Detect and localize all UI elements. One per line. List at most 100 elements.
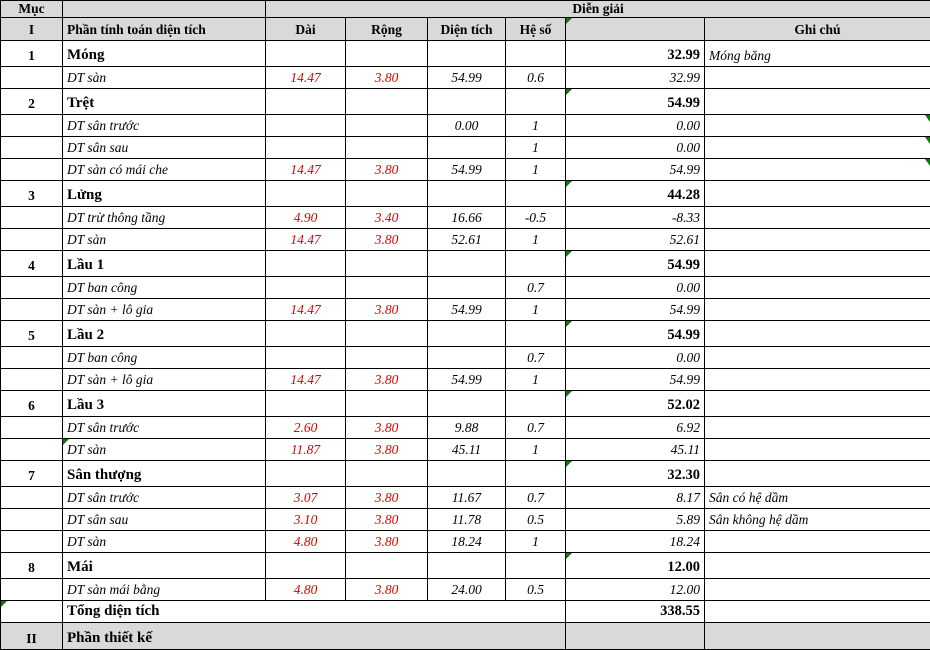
cell-he-so[interactable] (506, 461, 566, 487)
cell-he-so[interactable]: 1 (506, 299, 566, 321)
cell-dai[interactable]: 14.47 (266, 369, 346, 391)
cell-item-label[interactable]: Lửng (63, 181, 266, 207)
cell-dai[interactable]: 4.80 (266, 579, 346, 601)
cell-value[interactable]: 0.00 (566, 347, 705, 369)
cell-he-so[interactable]: 1 (506, 137, 566, 159)
cell-ghi-chu[interactable] (705, 229, 930, 251)
cell-he-so[interactable]: 0.7 (506, 277, 566, 299)
cell-dai[interactable] (266, 89, 346, 115)
cell-ghi-chu[interactable] (705, 579, 930, 601)
cell-he-so[interactable]: 1 (506, 159, 566, 181)
header-ghi-chu[interactable]: Ghi chú (705, 18, 930, 41)
cell-ghi-chu[interactable] (705, 417, 930, 439)
cell-he-so[interactable]: 1 (506, 439, 566, 461)
cell-ghi-chu[interactable] (705, 277, 930, 299)
cell-muc[interactable] (1, 137, 63, 159)
cell-value[interactable]: 0.00 (566, 277, 705, 299)
cell-dai[interactable] (266, 41, 346, 67)
cell-he-so[interactable] (506, 553, 566, 579)
cell-dai[interactable] (266, 137, 346, 159)
cell-value[interactable]: 54.99 (566, 251, 705, 277)
cell-item-label[interactable]: Sân thượng (63, 461, 266, 487)
cell-value[interactable]: 52.61 (566, 229, 705, 251)
cell-item-label[interactable]: DT sàn mái bằng (63, 579, 266, 601)
cell-value[interactable]: 338.55 (566, 601, 705, 623)
cell-ghi-chu[interactable] (705, 159, 930, 181)
cell-muc[interactable]: 7 (1, 461, 63, 487)
cell-muc[interactable] (1, 579, 63, 601)
cell-he-so[interactable] (506, 41, 566, 67)
header-phan-tinh-toan[interactable]: Phần tính toán diện tích (63, 18, 266, 41)
cell-dien-tich[interactable] (428, 553, 506, 579)
cell-rong[interactable]: 3.80 (346, 299, 428, 321)
cell-item-label[interactable]: Tổng diện tích (63, 601, 566, 623)
header-muc-i[interactable]: I (1, 18, 63, 41)
cell-dien-tich[interactable]: 9.88 (428, 417, 506, 439)
header-value-cell[interactable] (566, 18, 705, 41)
cell-dai[interactable] (266, 321, 346, 347)
cell-he-so[interactable] (506, 89, 566, 115)
cell-item-label[interactable]: Phần thiết kế (63, 623, 566, 650)
cell-dai[interactable] (266, 181, 346, 207)
cell-value[interactable]: 52.02 (566, 391, 705, 417)
cell-rong[interactable]: 3.80 (346, 159, 428, 181)
cell-ghi-chu[interactable] (705, 461, 930, 487)
cell-he-so[interactable] (506, 391, 566, 417)
cell-he-so[interactable]: 0.7 (506, 417, 566, 439)
cell-item-label[interactable]: Mái (63, 553, 266, 579)
cell-value[interactable]: 54.99 (566, 159, 705, 181)
cell-dien-tich[interactable] (428, 347, 506, 369)
cell-muc[interactable] (1, 487, 63, 509)
cell-dai[interactable]: 14.47 (266, 67, 346, 89)
cell-rong[interactable] (346, 321, 428, 347)
cell-muc[interactable] (1, 417, 63, 439)
cell-muc[interactable] (1, 439, 63, 461)
cell-rong[interactable] (346, 181, 428, 207)
cell-muc[interactable]: 4 (1, 251, 63, 277)
cell-item-label[interactable]: Lầu 2 (63, 321, 266, 347)
cell-he-so[interactable]: 0.7 (506, 487, 566, 509)
cell-value[interactable]: 0.00 (566, 115, 705, 137)
cell-dien-tich[interactable]: 54.99 (428, 299, 506, 321)
cell-rong[interactable]: 3.80 (346, 369, 428, 391)
cell-muc[interactable] (1, 299, 63, 321)
cell-ghi-chu[interactable]: Sân không hệ dầm (705, 509, 930, 531)
cell-dien-tich[interactable] (428, 89, 506, 115)
cell-muc[interactable] (1, 159, 63, 181)
cell-value[interactable]: 32.99 (566, 67, 705, 89)
cell-muc[interactable]: 6 (1, 391, 63, 417)
cell-dien-tich[interactable]: 54.99 (428, 67, 506, 89)
cell-item-label[interactable]: DT sân trước (63, 115, 266, 137)
cell-item-label[interactable]: DT sàn + lô gia (63, 299, 266, 321)
header-dien-tich[interactable]: Diện tích (428, 18, 506, 41)
cell-muc[interactable] (1, 601, 63, 623)
cell-item-label[interactable]: DT sân sau (63, 137, 266, 159)
cell-rong[interactable]: 3.80 (346, 531, 428, 553)
cell-he-so[interactable]: 1 (506, 369, 566, 391)
cell-rong[interactable]: 3.80 (346, 487, 428, 509)
cell-value[interactable]: 54.99 (566, 299, 705, 321)
cell-dien-tich[interactable] (428, 41, 506, 67)
cell-muc[interactable] (1, 207, 63, 229)
cell-he-so[interactable]: 1 (506, 531, 566, 553)
cell-item-label[interactable]: DT ban công (63, 277, 266, 299)
cell-dai[interactable] (266, 461, 346, 487)
cell-item-label[interactable]: DT sàn + lô gia (63, 369, 266, 391)
cell-rong[interactable] (346, 277, 428, 299)
cell-muc[interactable]: II (1, 623, 63, 650)
cell-he-so[interactable]: 1 (506, 229, 566, 251)
cell-dai[interactable]: 14.47 (266, 159, 346, 181)
cell-he-so[interactable]: 0.6 (506, 67, 566, 89)
cell-muc[interactable] (1, 531, 63, 553)
cell-dai[interactable] (266, 391, 346, 417)
header-empty-cell[interactable] (63, 1, 266, 18)
cell-he-so[interactable]: -0.5 (506, 207, 566, 229)
cell-dien-tich[interactable]: 0.00 (428, 115, 506, 137)
cell-value[interactable]: 12.00 (566, 553, 705, 579)
cell-value[interactable]: 0.00 (566, 137, 705, 159)
cell-dai[interactable]: 11.87 (266, 439, 346, 461)
cell-dien-tich[interactable] (428, 137, 506, 159)
cell-dai[interactable] (266, 347, 346, 369)
cell-ghi-chu[interactable] (705, 531, 930, 553)
cell-ghi-chu[interactable] (705, 391, 930, 417)
